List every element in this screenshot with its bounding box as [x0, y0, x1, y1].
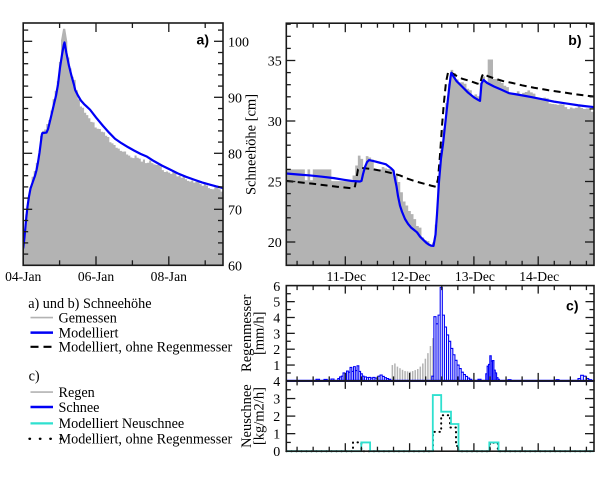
svg-text:90: 90	[228, 91, 242, 106]
svg-text:Schneehöhe [cm]: Schneehöhe [cm]	[244, 94, 260, 195]
svg-text:13-Dec: 13-Dec	[455, 269, 495, 284]
svg-text:06-Jan: 06-Jan	[78, 269, 114, 284]
svg-text:4: 4	[273, 312, 280, 327]
svg-text:Modelliert Neuschnee: Modelliert Neuschnee	[59, 416, 185, 432]
svg-text:[kg/m2/h]: [kg/m2/h]	[252, 387, 268, 445]
svg-text:Modelliert, ohne Regenmesser: Modelliert, ohne Regenmesser	[59, 340, 233, 356]
svg-text:Neuschnee: Neuschnee	[239, 384, 255, 448]
svg-text:1: 1	[273, 428, 280, 443]
svg-text:20: 20	[268, 236, 282, 251]
svg-text:100: 100	[228, 35, 249, 50]
svg-text:35: 35	[268, 55, 282, 70]
svg-text:3: 3	[273, 327, 280, 342]
svg-text:c): c)	[566, 298, 578, 314]
svg-text:c): c)	[29, 369, 40, 385]
svg-text:Regenmesser: Regenmesser	[239, 294, 255, 371]
svg-text:70: 70	[228, 203, 242, 218]
svg-text:1: 1	[273, 359, 280, 374]
svg-text:a) und b) Schneehöhe: a) und b) Schneehöhe	[28, 296, 151, 312]
svg-text:30: 30	[268, 115, 282, 130]
svg-text:6: 6	[273, 280, 280, 295]
svg-text:3: 3	[273, 393, 280, 408]
svg-text:5: 5	[273, 296, 280, 311]
svg-text:b): b)	[568, 32, 581, 48]
svg-text:Modelliert: Modelliert	[59, 325, 119, 341]
svg-text:2: 2	[273, 343, 280, 358]
svg-text:25: 25	[268, 176, 282, 191]
svg-text:2: 2	[273, 410, 280, 425]
svg-text:04-Jan: 04-Jan	[5, 269, 41, 284]
svg-text:Schnee: Schnee	[59, 400, 100, 416]
svg-text:[mm/h]: [mm/h]	[252, 312, 268, 356]
svg-text:14-Dec: 14-Dec	[519, 269, 559, 284]
svg-text:60: 60	[228, 259, 242, 274]
svg-text:12-Dec: 12-Dec	[391, 269, 431, 284]
svg-text:4: 4	[273, 375, 280, 390]
svg-text:a): a)	[197, 32, 209, 48]
svg-text:11-Dec: 11-Dec	[327, 269, 367, 284]
svg-text:08-Jan: 08-Jan	[151, 269, 187, 284]
svg-text:80: 80	[228, 147, 242, 162]
svg-text:Gemessen: Gemessen	[59, 310, 117, 326]
svg-text:Modelliert, ohne Regenmesser: Modelliert, ohne Regenmesser	[59, 432, 233, 448]
svg-text:0: 0	[273, 445, 280, 460]
svg-text:Regen: Regen	[59, 385, 95, 401]
